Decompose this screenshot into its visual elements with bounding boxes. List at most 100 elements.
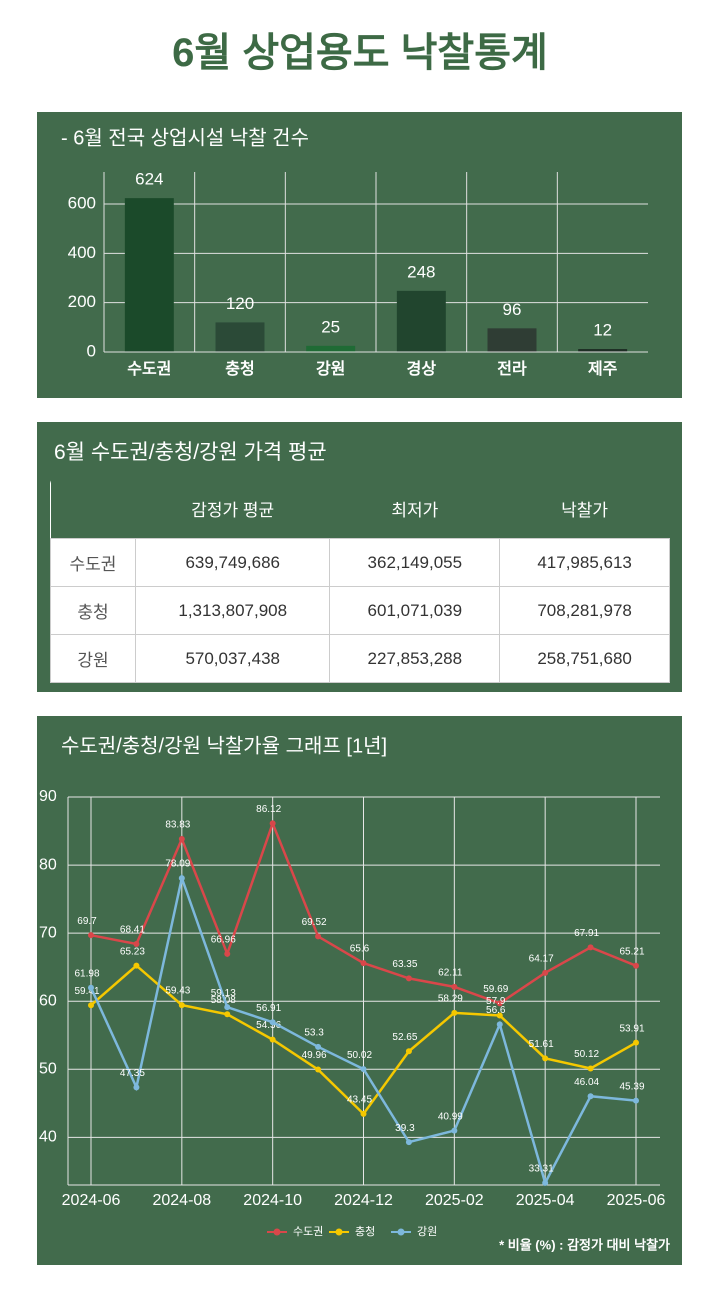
page-title: 6월 상업용도 낙찰통계 bbox=[172, 31, 548, 75]
x-tick-label: 2024-12 bbox=[334, 1192, 393, 1209]
legend-label: 수도권 bbox=[293, 1225, 323, 1238]
table-cell: 708,281,978 bbox=[499, 586, 670, 635]
chart-title: - 6월 전국 상업시설 낙찰 건수 bbox=[61, 126, 309, 149]
bar bbox=[487, 328, 537, 352]
data-label: 78.09 bbox=[165, 859, 190, 870]
point bbox=[315, 933, 322, 940]
data-label: 65.6 bbox=[350, 944, 370, 955]
y-tick-label: 0 bbox=[87, 341, 96, 360]
x-tick-label: 2025-04 bbox=[516, 1192, 575, 1209]
data-label: 58.29 bbox=[438, 993, 463, 1004]
data-label: 59.41 bbox=[74, 986, 99, 997]
row-header: 강원 bbox=[50, 634, 136, 683]
line-panel: 수도권/충청/강원 낙찰가율 그래프 [1년] * 비율 (%) : 감정가 대… bbox=[37, 716, 682, 1265]
x-tick-label: 2024-08 bbox=[152, 1192, 211, 1209]
point bbox=[587, 1065, 594, 1072]
data-label: 57.9 bbox=[486, 996, 506, 1007]
table-title: 6월 수도권/충청/강원 가격 평균 bbox=[54, 441, 327, 464]
y-tick-label: 600 bbox=[68, 194, 96, 213]
point bbox=[133, 940, 140, 947]
data-label: 59.43 bbox=[165, 986, 190, 997]
table-cell: 570,037,438 bbox=[134, 634, 331, 683]
x-tick-label: 2024-06 bbox=[62, 1192, 121, 1209]
header-cell: 감정가 평균 bbox=[135, 478, 330, 539]
data-label: 69.7 bbox=[77, 916, 97, 927]
point bbox=[178, 1002, 185, 1009]
data-label: 63.35 bbox=[392, 959, 417, 970]
point bbox=[542, 1055, 549, 1062]
y-tick-label: 50 bbox=[39, 1060, 57, 1077]
point bbox=[587, 944, 594, 951]
point bbox=[451, 1127, 458, 1134]
table-wrap: 감정가 평균 최저가 낙찰가 수도권 639,749,686 362,149,055 417… bbox=[50, 478, 670, 683]
point bbox=[224, 1011, 231, 1018]
data-label: 53.91 bbox=[619, 1023, 644, 1034]
data-label: 58.08 bbox=[211, 995, 236, 1006]
point bbox=[133, 1084, 140, 1091]
bar bbox=[215, 322, 265, 352]
point bbox=[633, 1039, 639, 1046]
data-label: 46.04 bbox=[574, 1077, 599, 1088]
data-label: 61.98 bbox=[74, 968, 99, 979]
point bbox=[133, 962, 140, 969]
header-cell: 최저가 bbox=[329, 478, 500, 539]
point bbox=[405, 1048, 412, 1055]
point bbox=[269, 1036, 276, 1043]
chart-title: 수도권/충청/강원 낙찰가율 그래프 [1년] bbox=[61, 734, 387, 757]
data-label: 54.36 bbox=[256, 1020, 281, 1031]
legend-dot bbox=[273, 1228, 281, 1236]
data-label: 59.69 bbox=[483, 984, 508, 995]
data-label: 43.45 bbox=[347, 1095, 372, 1106]
y-tick-label: 90 bbox=[39, 788, 57, 805]
point bbox=[542, 969, 549, 976]
y-tick-label: 400 bbox=[68, 243, 96, 262]
data-label: 64.17 bbox=[529, 953, 554, 964]
data-label: 62.11 bbox=[438, 967, 463, 978]
legend-dot bbox=[335, 1228, 343, 1236]
bar-chart: - 6월 전국 상업시설 낙찰 건수 0 200 400 600 624 수도권 120 충청… bbox=[61, 126, 648, 378]
table-cell: 601,071,039 bbox=[329, 586, 501, 635]
point bbox=[405, 975, 412, 982]
note: * 비율 (%) : 감정가 대비 낙찰가 bbox=[499, 1237, 670, 1252]
x-tick-label: 전라 bbox=[497, 360, 527, 378]
x-tick-label: 2025-06 bbox=[607, 1192, 666, 1209]
data-label: 47.35 bbox=[120, 1068, 145, 1079]
data-label: 40.99 bbox=[438, 1111, 463, 1122]
point bbox=[88, 1002, 94, 1009]
bar bbox=[396, 290, 446, 352]
x-tick-label: 2024-10 bbox=[243, 1192, 302, 1209]
point bbox=[633, 1097, 639, 1104]
table-cell: 227,853,288 bbox=[329, 634, 501, 683]
data-label: 248 bbox=[407, 262, 435, 281]
x-tick-label: 수도권 bbox=[127, 359, 171, 378]
y-tick-label: 60 bbox=[39, 992, 57, 1009]
data-label: 53.3 bbox=[304, 1027, 324, 1038]
table: 감정가 평균 최저가 낙찰가 수도권 639,749,686 362,149,055 417… bbox=[50, 478, 670, 683]
table-cell: 258,751,680 bbox=[499, 634, 670, 683]
table-row: 강원 570,037,438 227,853,288 258,751,680 bbox=[50, 634, 670, 683]
bar-panel: - 6월 전국 상업시설 낙찰 건수 0 200 400 600 624 수도권 120 충청… bbox=[37, 112, 682, 398]
table-cell: 1,313,807,908 bbox=[134, 586, 331, 635]
point bbox=[496, 1021, 503, 1028]
y-tick-label: 40 bbox=[39, 1129, 57, 1146]
header-row: 감정가 평균 최저가 낙찰가 bbox=[50, 478, 670, 539]
point bbox=[88, 984, 94, 991]
bar bbox=[578, 349, 628, 352]
point bbox=[315, 1043, 322, 1050]
legend-dot bbox=[397, 1228, 405, 1236]
row-header: 충청 bbox=[50, 586, 136, 635]
data-label: 65.21 bbox=[619, 946, 644, 957]
data-label: 86.12 bbox=[256, 804, 281, 815]
bar bbox=[124, 198, 174, 352]
point bbox=[178, 835, 185, 842]
row-header: 수도권 bbox=[50, 538, 136, 587]
point bbox=[269, 820, 276, 827]
data-label: 120 bbox=[226, 294, 254, 313]
point bbox=[451, 983, 458, 990]
point bbox=[88, 932, 94, 939]
header-cell bbox=[50, 478, 136, 539]
point bbox=[405, 1139, 412, 1146]
legend-label: 충청 bbox=[355, 1225, 375, 1238]
data-label: 49.96 bbox=[302, 1050, 327, 1061]
